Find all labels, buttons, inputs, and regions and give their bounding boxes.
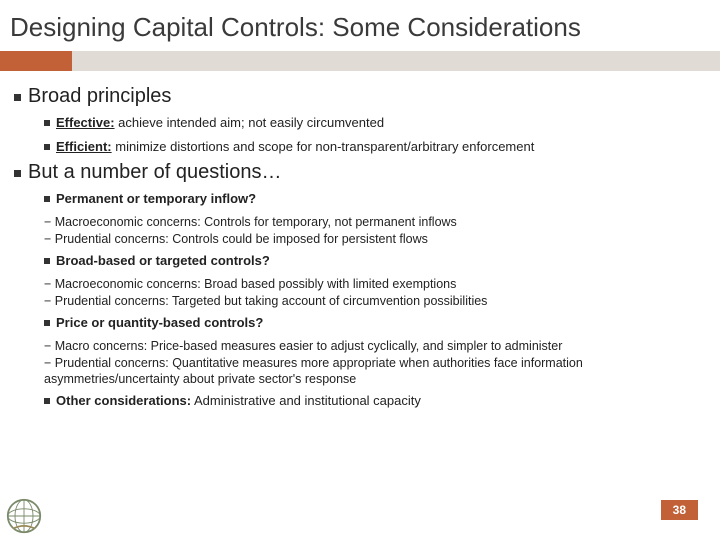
question-item: Other considerations: Administrative and…	[14, 392, 706, 410]
imf-logo-icon	[6, 498, 42, 534]
accent-bar	[0, 51, 720, 71]
question-title: Price or quantity-based controls?	[56, 315, 263, 330]
section-heading-2: But a number of questions…	[14, 161, 706, 184]
square-bullet-icon	[44, 258, 50, 264]
question-title-rest: Administrative and institutional capacit…	[191, 393, 421, 408]
accent-bar-right	[72, 51, 720, 71]
question-title-bold: Other considerations:	[56, 393, 191, 408]
square-bullet-icon	[44, 196, 50, 202]
square-bullet-icon	[44, 144, 50, 150]
section-heading-2-text: But a number of questions…	[28, 161, 281, 183]
slide-title: Designing Capital Controls: Some Conside…	[0, 0, 720, 51]
square-bullet-icon	[44, 120, 50, 126]
principle-item: Effective: achieve intended aim; not eas…	[14, 114, 706, 132]
principle-text: minimize distortions and scope for non-t…	[112, 139, 535, 154]
square-bullet-icon	[14, 170, 21, 177]
question-item: Broad-based or targeted controls?	[14, 252, 706, 270]
square-bullet-icon	[44, 398, 50, 404]
accent-bar-left	[0, 51, 72, 71]
question-detail: − Macroeconomic concerns: Broad based po…	[14, 276, 706, 292]
question-detail: − Macroeconomic concerns: Controls for t…	[14, 214, 706, 230]
question-detail: − Prudential concerns: Quantitative meas…	[14, 355, 706, 388]
principle-item: Efficient: minimize distortions and scop…	[14, 138, 706, 156]
question-title: Permanent or temporary inflow?	[56, 191, 256, 206]
section-heading-1: Broad principles	[14, 85, 706, 108]
question-item: Price or quantity-based controls?	[14, 314, 706, 332]
principle-text: achieve intended aim; not easily circumv…	[115, 115, 385, 130]
square-bullet-icon	[14, 94, 21, 101]
principle-label: Effective:	[56, 115, 115, 130]
question-title: Broad-based or targeted controls?	[56, 253, 270, 268]
content-area: Broad principles Effective: achieve inte…	[0, 85, 720, 410]
question-detail: − Macro concerns: Price-based measures e…	[14, 338, 706, 354]
question-detail: − Prudential concerns: Targeted but taki…	[14, 293, 706, 309]
square-bullet-icon	[44, 320, 50, 326]
section-heading-1-text: Broad principles	[28, 85, 171, 107]
principle-label: Efficient:	[56, 139, 112, 154]
page-number-badge: 38	[661, 500, 698, 520]
question-item: Permanent or temporary inflow?	[14, 190, 706, 208]
question-detail: − Prudential concerns: Controls could be…	[14, 231, 706, 247]
